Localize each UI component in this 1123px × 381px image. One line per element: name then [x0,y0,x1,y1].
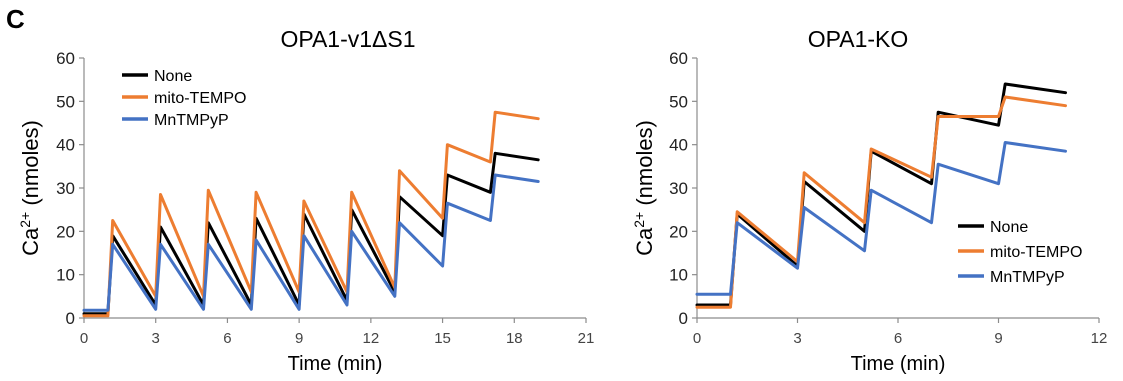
chart-title: OPA1-KO [808,26,909,52]
y-tick-label: 50 [669,92,688,111]
legend-label: MnTMPyP [990,269,1065,286]
x-tick-label: 15 [434,330,451,347]
legend-label: None [154,68,192,85]
series-line-mntmpyp [695,141,1067,296]
y-tick-label: 0 [66,309,75,328]
y-tick-label: 60 [56,49,75,68]
legend-label: None [990,219,1028,236]
x-tick-label: 18 [506,330,523,347]
x-tick-label: 12 [1091,330,1108,347]
legend-label: mito-TEMPO [154,90,246,107]
y-tick-label: 10 [56,266,75,285]
y-axis-label: Ca2+ (nmoles) [17,120,43,256]
y-tick-label: 20 [56,222,75,241]
chart-1: 0 10 20 30 40 50 60 0 3 6 9 12 15 18 21 OPA1-v1ΔS1 Time … [17,26,594,375]
y-tick-label: 40 [56,136,75,155]
y-tick-label: 50 [56,92,75,111]
y-tick-label: 60 [669,49,688,68]
x-tick-label: 3 [152,330,160,347]
x-tick-label: 0 [693,330,701,347]
y-tick-label: 20 [669,222,688,241]
x-tick-label: 6 [894,330,902,347]
series-line-mntmpyp [82,173,540,312]
y-tick-label: 10 [669,266,688,285]
x-tick-label: 0 [80,330,88,347]
y-tick-label: 40 [669,136,688,155]
panel-label: C [6,4,25,34]
x-tick-label: 6 [223,330,231,347]
x-tick-label: 3 [793,330,801,347]
y-tick-label: 30 [669,179,688,198]
x-axis-label: Time (min) [851,353,946,375]
legend-label: mito-TEMPO [990,244,1082,261]
legend-label: MnTMPyP [154,112,229,129]
chart-title: OPA1-v1ΔS1 [280,26,415,52]
x-tick-label: 21 [578,330,595,347]
y-tick-label: 0 [679,309,688,328]
y-tick-label: 30 [56,179,75,198]
series-line-mito-tempo [82,110,540,318]
chart-2: 0 10 20 30 40 50 60 0 3 6 9 12 OPA1-KO Time (min) Ca2+… [631,26,1107,375]
x-axis-label: Time (min) [288,353,383,375]
legend: None mito-TEMPO MnTMPyP [958,219,1082,286]
legend: None mito-TEMPO MnTMPyP [122,68,246,129]
x-tick-label: 9 [994,330,1002,347]
x-tick-label: 9 [295,330,303,347]
x-tick-label: 12 [363,330,380,347]
y-axis-label: Ca2+ (nmoles) [631,120,657,256]
